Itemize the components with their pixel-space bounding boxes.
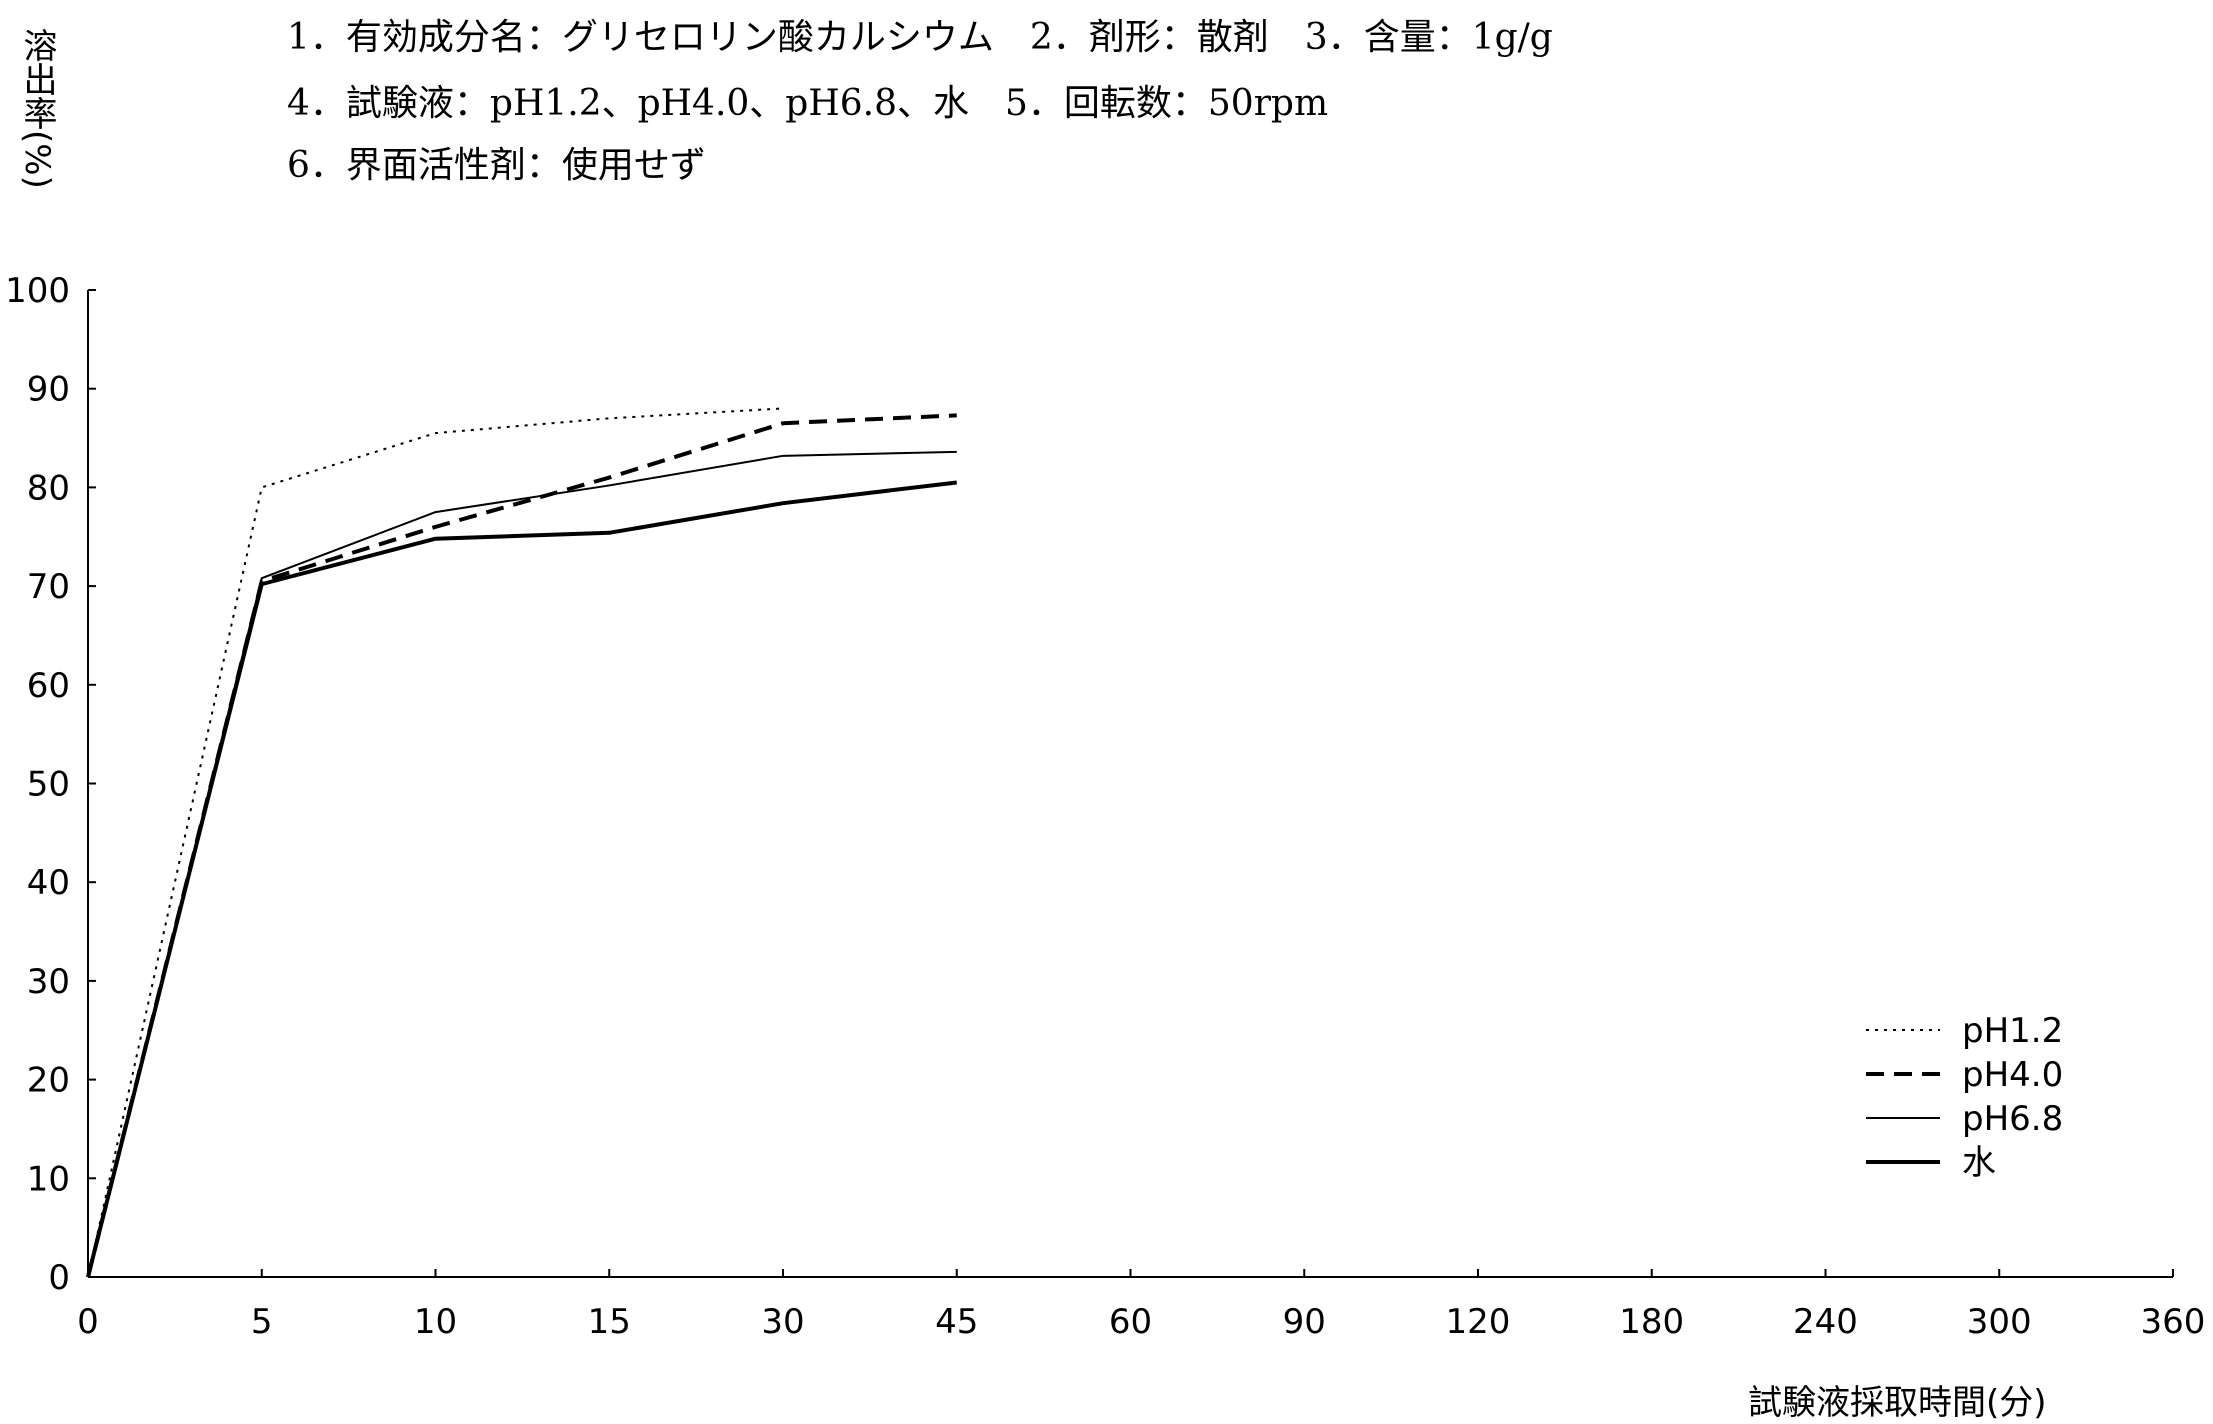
y-tick-label: 60 [27,666,70,706]
y-tick-label: 20 [27,1061,70,1101]
x-tick-label: 15 [588,1302,631,1342]
series-line-pH6.8 [88,452,957,1277]
series-line-水 [88,482,957,1277]
x-tick-label: 180 [1619,1302,1684,1342]
legend-label: 水 [1962,1143,1996,1183]
y-tick-label: 50 [27,765,70,805]
legend-label: pH4.0 [1962,1055,2063,1095]
x-tick-label: 360 [2141,1302,2206,1342]
y-tick-label: 40 [27,863,70,903]
x-tick-label: 120 [1446,1302,1511,1342]
x-tick-label: 45 [935,1302,978,1342]
y-tick-label: 70 [27,567,70,607]
x-tick-label: 300 [1967,1302,2032,1342]
series-line-pH4.0 [88,415,957,1277]
y-tick-label: 90 [27,370,70,410]
x-tick-label: 5 [251,1302,273,1342]
y-tick-label: 10 [27,1159,70,1199]
x-tick-label: 60 [1109,1302,1152,1342]
x-tick-label: 0 [77,1302,99,1342]
y-tick-label: 30 [27,962,70,1002]
x-tick-label: 90 [1283,1302,1326,1342]
x-tick-label: 30 [761,1302,804,1342]
y-tick-label: 0 [48,1258,70,1298]
x-tick-label: 10 [414,1302,457,1342]
y-tick-label: 80 [27,468,70,508]
x-tick-label: 240 [1793,1302,1858,1342]
legend-label: pH1.2 [1962,1011,2063,1051]
y-tick-label: 100 [5,271,70,311]
legend-label: pH6.8 [1962,1099,2063,1139]
